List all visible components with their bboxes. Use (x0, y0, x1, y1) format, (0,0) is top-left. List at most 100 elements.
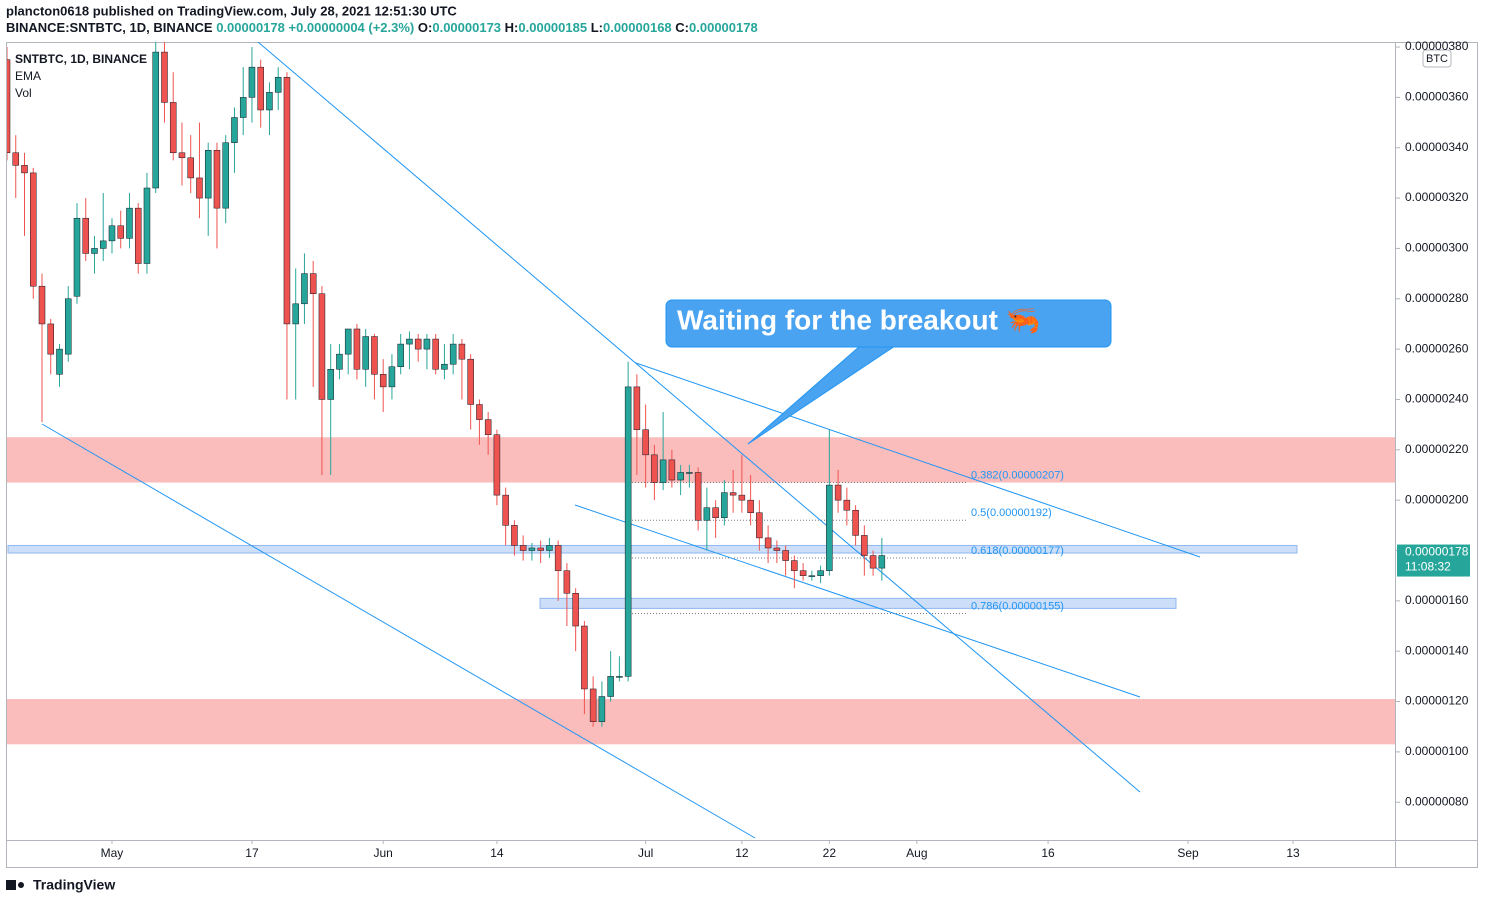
candle-body (502, 494, 509, 526)
high-label: H: (505, 20, 519, 35)
candle-body (161, 51, 168, 103)
candle-body (537, 547, 544, 551)
candle-body (336, 353, 343, 370)
y-tick-label: 0.00000380 (1405, 39, 1469, 53)
low-label: L: (591, 20, 603, 35)
candle-body (677, 472, 684, 481)
footer: TradingView (33, 877, 115, 893)
ohlc-line: BINANCE:SNTBTC, 1D, BINANCE 0.00000178 +… (6, 20, 758, 35)
currency-box (1422, 49, 1452, 68)
candle-body (64, 298, 72, 355)
y-tick-label: 0.00000080 (1405, 794, 1469, 808)
callout: Waiting for the breakout 🦐 (665, 299, 1112, 445)
candle-body (301, 273, 308, 305)
fib-label: 0.5(0.00000192) (971, 507, 1052, 519)
candle-body (869, 555, 877, 569)
fib-label: 0.618(0.00000177) (971, 545, 1064, 557)
x-tick-label: 17 (245, 846, 259, 860)
candle-body (791, 560, 798, 571)
annotation: Waiting for the breakout 🦐 (677, 304, 1041, 335)
logo-mark (6, 880, 16, 890)
candle-body (231, 117, 238, 143)
logo-dot (18, 882, 24, 888)
candle-body (668, 459, 676, 481)
candle-body (721, 492, 728, 519)
candle-body (589, 688, 597, 722)
trend-lines (41, 42, 1201, 839)
open: 0.00000173 (432, 20, 501, 35)
low: 0.00000168 (603, 20, 672, 35)
candle-body (7, 59, 11, 154)
close: 0.00000178 (689, 20, 758, 35)
change: +0.00000004 (+2.3%) (289, 20, 415, 35)
high: 0.00000185 (518, 20, 587, 35)
candle-body (572, 593, 579, 627)
candle-body (554, 545, 562, 571)
fib-label: 0.382(0.00000207) (971, 469, 1064, 481)
candle-body (196, 177, 203, 199)
x-tick-label: 14 (490, 846, 504, 860)
legend-vol: Vol (15, 86, 32, 100)
candle-body (169, 102, 177, 154)
candle-body (82, 217, 89, 254)
candle-body (91, 248, 98, 254)
candle-body (493, 434, 501, 496)
y-tick-label: 0.00000280 (1405, 291, 1469, 305)
candle-body (546, 545, 553, 551)
candle-body (528, 547, 536, 551)
candle-body (764, 537, 772, 549)
y-tick-label: 0.00000200 (1405, 492, 1469, 506)
candle-body (817, 570, 824, 576)
y-tick-label: 0.00000300 (1405, 241, 1469, 255)
candle-body (581, 625, 588, 690)
candles (7, 42, 886, 727)
candle-body (834, 484, 842, 501)
candle-body (327, 369, 334, 400)
x-tick-label: Jul (638, 846, 653, 860)
logo: TradingView (6, 877, 115, 893)
candle-body (511, 525, 518, 546)
candle-body (187, 157, 194, 179)
open-label: O: (418, 20, 432, 35)
candle-body (624, 386, 632, 677)
candle-body (274, 76, 282, 93)
y-tick-label: 0.00000360 (1405, 90, 1469, 104)
candle-body (344, 328, 352, 355)
candle-body (826, 484, 833, 571)
candle-body (38, 285, 46, 325)
candle-body (309, 273, 317, 294)
candle-body (432, 338, 439, 370)
last: 0.00000178 (216, 20, 285, 35)
candle-body (73, 217, 81, 297)
zone (7, 544, 1298, 554)
trend-line (257, 42, 1141, 793)
candle-body (782, 550, 789, 561)
candle-body (178, 152, 186, 159)
x-tick-label: Aug (906, 846, 927, 860)
last-price-box (1397, 544, 1470, 577)
candle-body (747, 499, 754, 513)
candle-body (878, 555, 886, 569)
x-tick-label: May (101, 846, 124, 860)
candle-body (642, 429, 649, 456)
candle-body (204, 149, 212, 199)
candle-body (423, 338, 431, 350)
candle-body (406, 338, 413, 345)
candle-body (467, 358, 474, 405)
candle-body (12, 152, 19, 166)
candle-body (659, 459, 667, 483)
candle-body (266, 92, 273, 111)
last-price: 0.00000178 (1405, 545, 1469, 559)
candle-body (47, 323, 54, 355)
candle-body (686, 472, 693, 474)
candle-body (99, 240, 107, 249)
candle-body (397, 343, 404, 367)
candle-body (239, 97, 247, 118)
candle-body (476, 404, 483, 420)
callout-tail (747, 345, 897, 445)
y-tick-label: 0.00000340 (1405, 140, 1469, 154)
x-tick-label: 13 (1286, 846, 1300, 860)
candle-body (861, 535, 868, 556)
x-tick-label: 16 (1041, 846, 1055, 860)
candle-body (729, 492, 737, 496)
